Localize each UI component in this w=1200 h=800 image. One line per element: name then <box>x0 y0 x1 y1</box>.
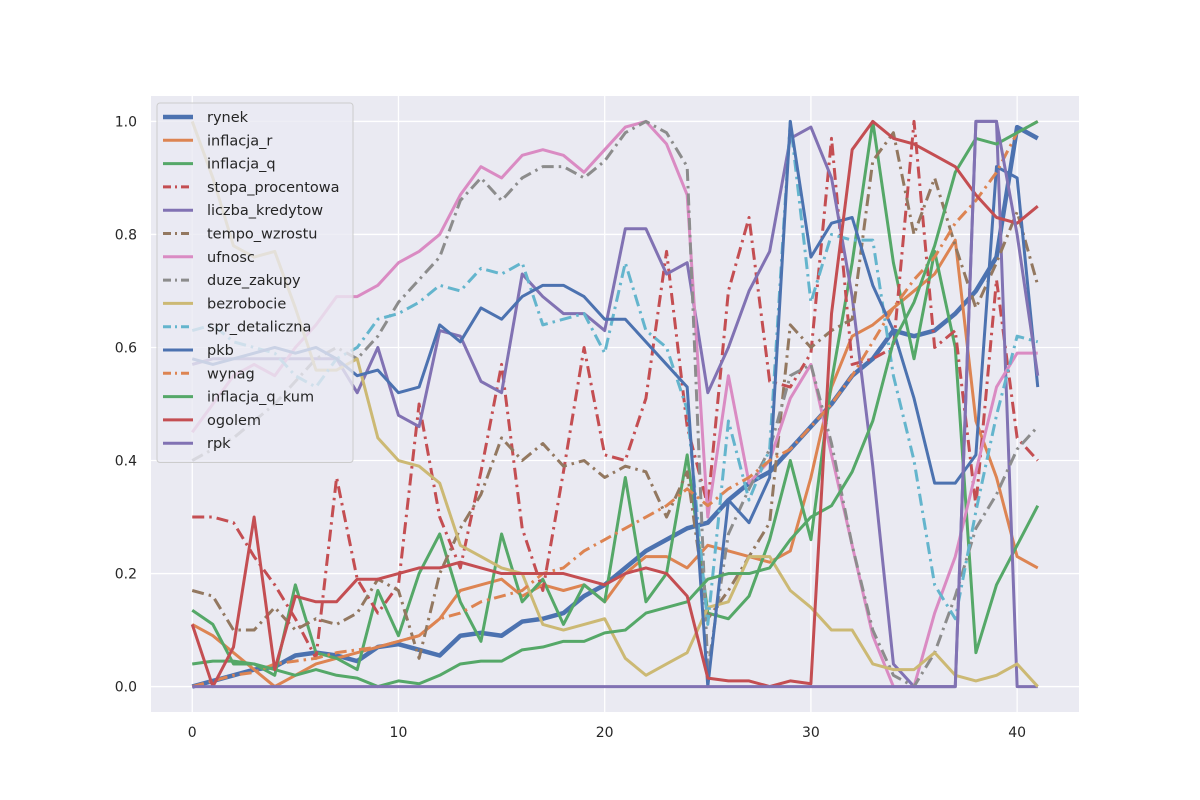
legend-label: inflacja_q <box>207 157 276 173</box>
series-line-tempo-wzrostu <box>191 131 1040 660</box>
x-tick-label: 0 <box>188 725 197 741</box>
x-tick-label: 30 <box>802 725 820 741</box>
y-tick-label: 0.6 <box>115 340 137 356</box>
series-line-stopa-procentowa <box>192 119 1039 660</box>
y-tick-label: 0.0 <box>115 680 137 696</box>
legend-label: ogolem <box>207 413 261 429</box>
y-tick-label: 0.2 <box>115 567 137 583</box>
legend-label: rynek <box>207 110 249 126</box>
legend-label: spr_detaliczna <box>207 320 311 336</box>
legend-label: rpk <box>207 436 231 452</box>
axis-ticks: 0 10 20 30 40 0.0 0.2 0.4 0.6 0.8 1.0 <box>115 114 1026 741</box>
legend-label: stopa_procentowa <box>207 180 340 196</box>
series-line-inflacja-q-kum <box>192 120 1039 689</box>
legend-label: inflacja_q_kum <box>207 390 314 406</box>
legend-label: liczba_kredytow <box>207 203 323 219</box>
y-tick-label: 1.0 <box>115 114 137 130</box>
legend-label: duze_zakupy <box>207 273 301 289</box>
legend-box <box>156 102 354 463</box>
series-line-inflacja-q <box>191 119 1040 677</box>
legend-label: inflacja_r <box>207 133 272 149</box>
x-tick-label: 40 <box>1008 725 1026 741</box>
legend-label: wynag <box>207 366 255 382</box>
series-line-rpk <box>192 119 1040 689</box>
y-tick-label: 0.4 <box>115 454 137 470</box>
series-line-rynek <box>191 124 1039 689</box>
legend: rynek inflacja_r inflacja_q stopa_procentow… <box>156 102 354 463</box>
series-line-wynag <box>191 120 1039 689</box>
y-tick-label: 0.8 <box>115 227 137 243</box>
legend-label: ufnosc <box>207 250 255 266</box>
x-tick-label: 20 <box>596 725 614 741</box>
series-line-ogolem <box>190 119 1039 689</box>
legend-label: pkb <box>207 343 234 359</box>
x-tick-label: 10 <box>390 725 408 741</box>
legend-label: tempo_wzrostu <box>207 227 317 243</box>
legend-label: bezrobocie <box>207 296 286 312</box>
